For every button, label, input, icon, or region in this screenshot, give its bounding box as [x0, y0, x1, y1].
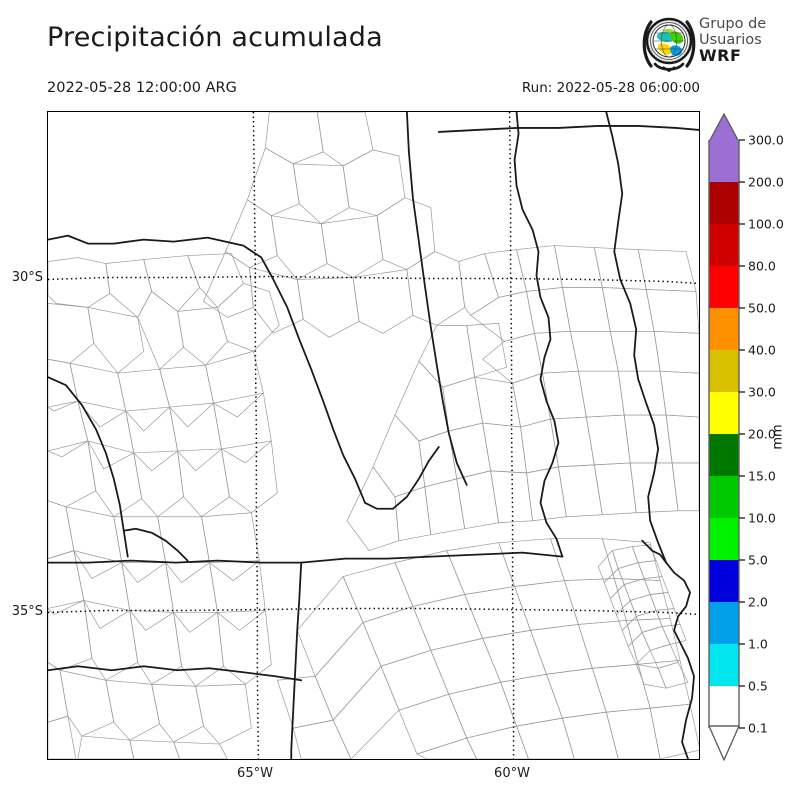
lat-label-35s: 35°S	[11, 604, 43, 619]
department-boundaries	[48, 112, 699, 759]
lon-label-65w: 65°W	[237, 766, 273, 781]
colorbar-tick-0-5: 0.5	[748, 678, 768, 694]
colorbar-tick-15: 15.0	[748, 468, 776, 484]
colorbar-tick-1: 1.0	[748, 636, 768, 652]
colorbar-arrow-top	[708, 113, 740, 143]
colorbar-tick-2: 2.0	[748, 594, 768, 610]
colorbar-tick-100: 100.0	[748, 216, 784, 232]
logo-line-2: Usuarios	[699, 32, 762, 48]
logo-text: Grupo de Usuarios WRF	[699, 16, 766, 64]
colorbar-tick-5: 5.0	[748, 552, 768, 568]
colorbar-tick-50: 50.0	[748, 300, 776, 316]
colorbar-tick-200: 200.0	[748, 174, 784, 190]
colorbar-tick-40: 40.0	[748, 342, 776, 358]
colorbar-tick-30: 30.0	[748, 384, 776, 400]
lat-label-30s: 30°S	[11, 270, 43, 285]
colorbar-tick-10: 10.0	[748, 510, 776, 526]
logo: Grupo de Usuarios WRF	[641, 14, 796, 76]
colorbar-tick-300: 300.0	[748, 132, 784, 148]
lon-label-60w: 60°W	[494, 766, 530, 781]
colorbar-bands	[708, 113, 740, 761]
page-title: Precipitación acumulada	[47, 22, 383, 53]
colorbar-unit-label: mm	[770, 424, 786, 450]
colorbar[interactable]: 300.0 200.0 100.0 80.0 50.0 40.0 30.0 20…	[706, 112, 800, 762]
logo-line-3: WRF	[699, 46, 742, 65]
colorbar-tick-0-1: 0.1	[748, 720, 768, 736]
colorbar-tick-20: 20.0	[748, 426, 776, 442]
globe-emblem-icon	[642, 17, 696, 72]
valid-time-label: 2022-05-28 12:00:00 ARG	[47, 80, 237, 96]
graticule	[48, 112, 699, 759]
map-plot-area[interactable]	[47, 111, 700, 760]
colorbar-ticks	[739, 139, 745, 729]
province-borders	[48, 112, 699, 759]
run-time-label: Run: 2022-05-28 06:00:00	[521, 80, 700, 96]
map-geography	[48, 112, 699, 759]
logo-line-1: Grupo de	[699, 16, 767, 32]
colorbar-gradient	[708, 113, 745, 761]
colorbar-arrow-bottom	[708, 725, 740, 761]
colorbar-tick-80: 80.0	[748, 258, 776, 274]
